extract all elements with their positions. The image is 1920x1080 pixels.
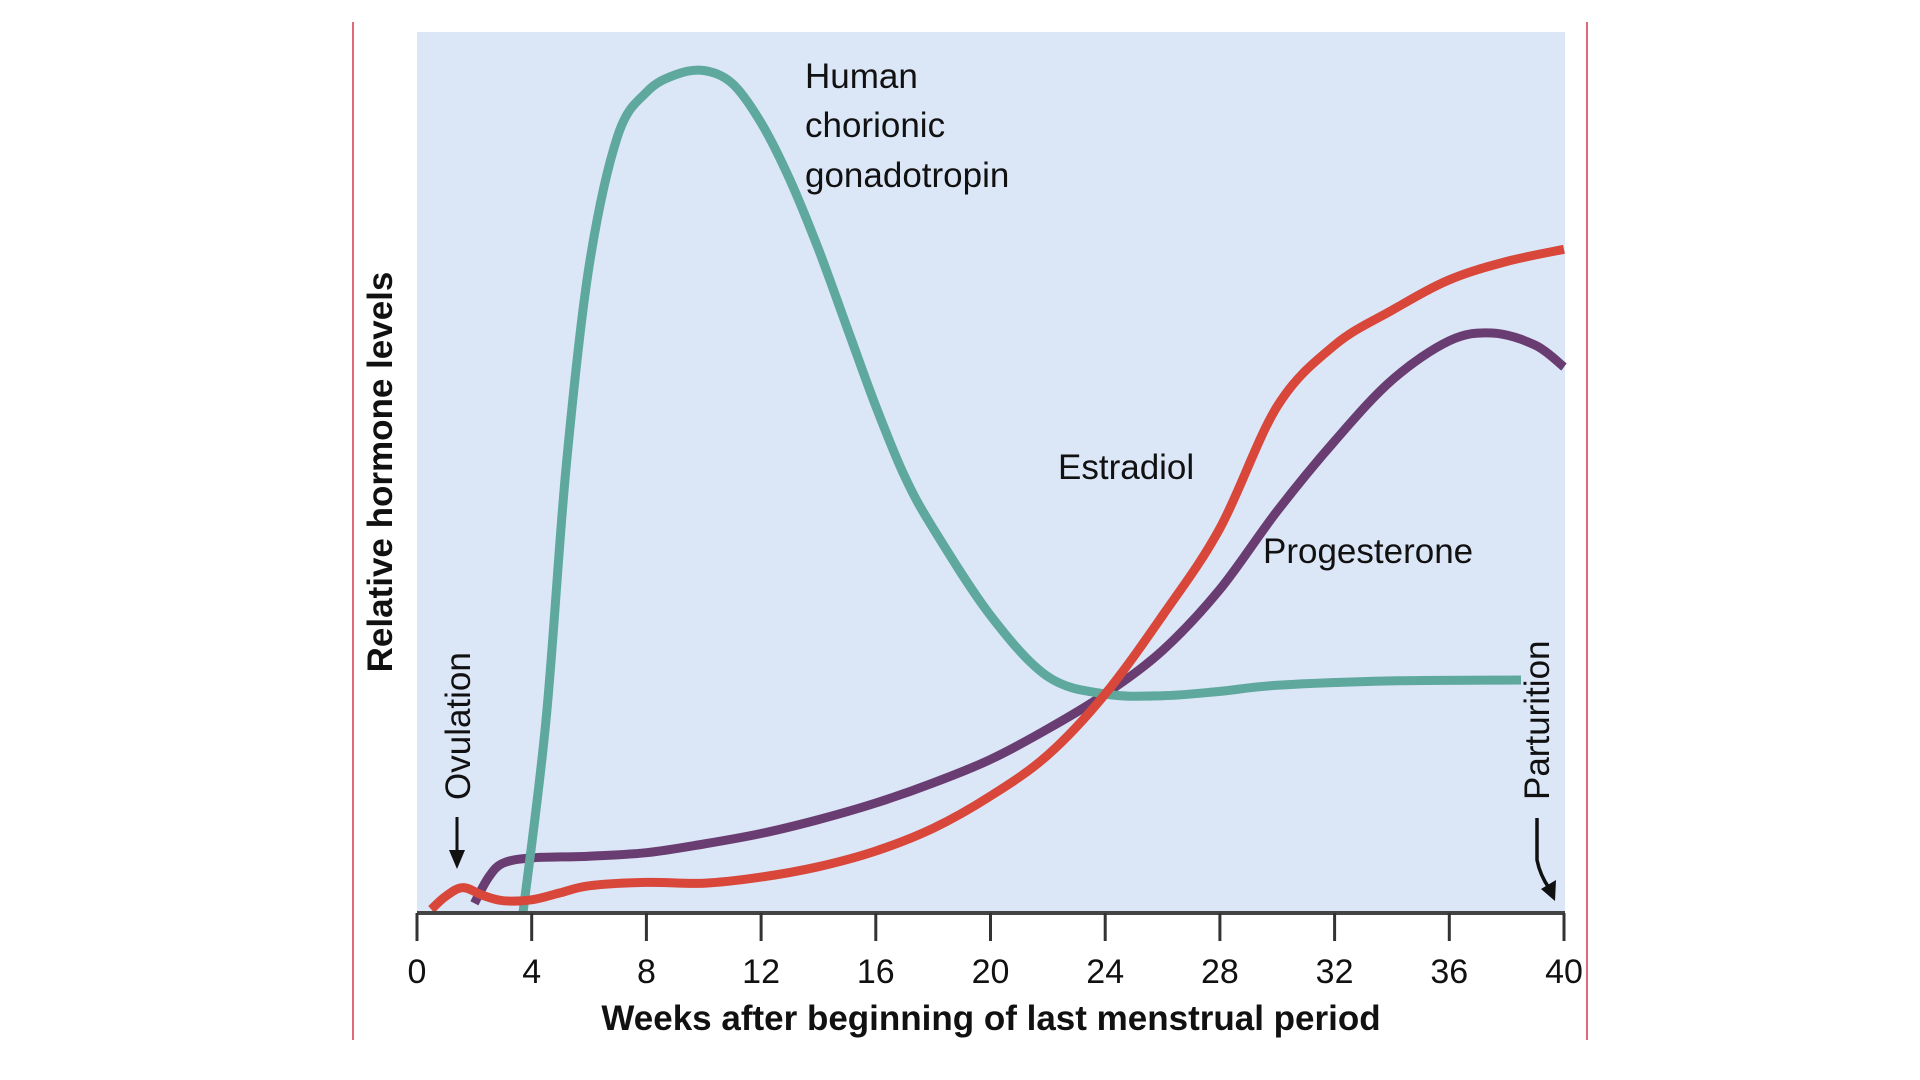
parturition-arrow-icon	[1541, 880, 1556, 901]
ovulation-arrow-icon	[449, 850, 465, 869]
x-ticks: 0 4 8 12 16 20 24 28 32 36 40	[408, 913, 1583, 991]
progesterone-label: Progesterone	[1263, 532, 1473, 571]
ovulation-label: Ovulation	[439, 652, 478, 800]
x-tick-label: 8	[637, 953, 656, 991]
parturition-annotation: Parturition	[1518, 640, 1557, 901]
ovulation-annotation: Ovulation	[439, 652, 478, 869]
y-axis-label: Relative hormone levels	[361, 272, 400, 673]
x-tick-label: 0	[408, 953, 427, 991]
x-tick-label: 4	[522, 953, 541, 991]
x-axis-label: Weeks after beginning of last menstrual …	[601, 999, 1380, 1038]
x-tick-label: 28	[1201, 953, 1239, 991]
hcg-label-line-3: gonadotropin	[805, 156, 1009, 195]
hcg-label: Human chorionic gonadotropin	[805, 57, 1009, 195]
x-tick-label: 32	[1316, 953, 1354, 991]
x-tick-label: 20	[972, 953, 1010, 991]
hcg-label-line-1: Human	[805, 57, 918, 96]
x-tick-label: 40	[1545, 953, 1583, 991]
series-layer	[428, 65, 1567, 913]
estradiol-line	[428, 244, 1565, 913]
estradiol-label: Estradiol	[1058, 448, 1194, 487]
parturition-label: Parturition	[1518, 640, 1557, 800]
x-tick-label: 24	[1086, 953, 1124, 991]
hcg-line	[518, 65, 1522, 913]
parturition-arrow-shaft	[1535, 818, 1551, 889]
progesterone-line	[470, 328, 1567, 906]
hcg-label-line-2: chorionic	[805, 106, 945, 145]
x-tick-label: 36	[1430, 953, 1468, 991]
x-tick-label: 12	[742, 953, 780, 991]
x-tick-label: 16	[857, 953, 895, 991]
